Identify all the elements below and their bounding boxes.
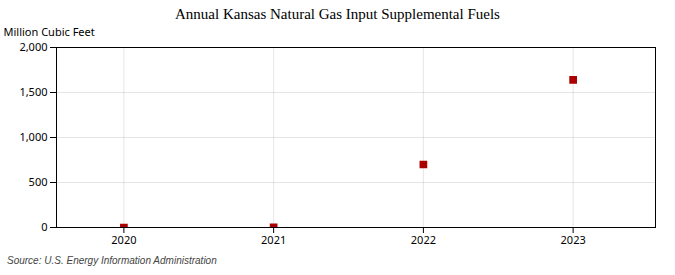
svg-text:1,000: 1,000	[19, 129, 47, 144]
svg-text:1,500: 1,500	[19, 84, 47, 99]
html-text:Annual Kansas Natural Gas Inpu: Annual Kansas Natural Gas Input Suppleme…	[175, 6, 500, 22]
svg-text:2020: 2020	[111, 232, 136, 247]
html-text:Source: U.S. Energy Informatio: Source: U.S. Energy Information Administ…	[7, 255, 217, 266]
svg-text:500: 500	[29, 174, 48, 189]
svg-text:Million Cubic Feet: Million Cubic Feet	[4, 25, 95, 39]
svg-text:2021: 2021	[261, 232, 286, 247]
svg-text:0: 0	[41, 219, 47, 234]
svg-text:2023: 2023	[561, 232, 586, 247]
svg-text:2022: 2022	[411, 232, 436, 247]
svg-text:2,000: 2,000	[19, 39, 47, 54]
